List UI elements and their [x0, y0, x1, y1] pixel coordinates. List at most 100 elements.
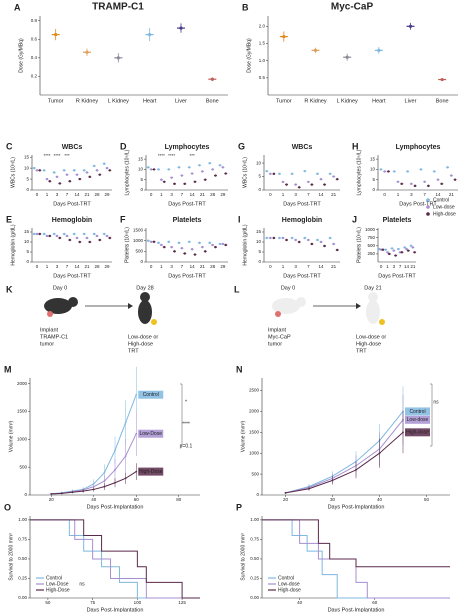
- point: [173, 182, 176, 186]
- survival-curve: [30, 519, 200, 599]
- point: [294, 183, 297, 186]
- y-tick-label: 0.6: [31, 36, 38, 41]
- point: [58, 236, 61, 240]
- point: [45, 234, 49, 238]
- point: [124, 421, 127, 424]
- point: [221, 242, 225, 246]
- point: [269, 172, 272, 176]
- point: [75, 236, 79, 240]
- mouse-head: [68, 297, 78, 307]
- panel-label: B: [242, 2, 249, 12]
- x-tick-label: 28: [210, 264, 216, 269]
- point: [423, 180, 426, 183]
- point: [409, 244, 413, 248]
- y-tick-label: 10: [370, 167, 376, 172]
- y-tick-label: 0: [26, 187, 29, 192]
- y-tick-label: 15: [24, 154, 30, 159]
- x-tick-label: Tumor: [276, 98, 292, 104]
- x-axis-label: Days Post-TRT: [168, 201, 206, 207]
- point: [33, 166, 36, 170]
- x-tick-label: 14: [318, 264, 324, 269]
- y-tick-label: 2.0: [259, 23, 266, 28]
- x-axis-label: Days Post-TRT: [53, 201, 91, 207]
- y-axis-label: Lymphocytes (10⁹/L): [356, 149, 362, 195]
- x-tick-label: 29: [220, 192, 226, 197]
- y-tick-label: 1.00: [250, 517, 259, 522]
- point: [410, 182, 413, 186]
- point: [384, 248, 387, 251]
- y-tick-label: 0.4: [31, 55, 38, 60]
- point: [310, 242, 314, 246]
- panel-label: P: [236, 502, 242, 512]
- y-tick-label: 250: [367, 251, 375, 256]
- y-tick-label: 5: [372, 177, 375, 182]
- point: [65, 173, 69, 176]
- x-tick-label: 14: [435, 192, 441, 197]
- point: [272, 236, 276, 240]
- point: [85, 171, 89, 174]
- point: [103, 471, 106, 474]
- point: [62, 169, 66, 172]
- point: [88, 240, 92, 244]
- point: [108, 169, 112, 172]
- x-tick-label: 14: [74, 192, 80, 197]
- x-tick-label: 14: [190, 192, 196, 197]
- x-tick-label: 21: [200, 264, 206, 269]
- point: [73, 232, 76, 236]
- annotation: ***: [189, 153, 195, 158]
- y-axis-label: Survival to 2000 mm³: [8, 533, 14, 581]
- y-tick-label: 1000: [249, 450, 260, 455]
- x-axis-label: Days Post-TRT: [283, 273, 321, 279]
- series-label-box: [138, 467, 164, 476]
- y-tick-label: 0: [24, 492, 27, 497]
- point: [103, 232, 106, 236]
- point: [336, 248, 339, 252]
- point: [108, 236, 112, 240]
- x-tick-label: 28: [94, 192, 100, 197]
- legend-label: Control: [278, 575, 294, 581]
- y-tick-label: 10: [256, 239, 262, 244]
- point: [290, 236, 294, 240]
- panel-title: WBCs: [292, 144, 313, 151]
- point: [440, 77, 444, 82]
- point: [149, 168, 153, 171]
- point: [149, 240, 153, 244]
- point: [319, 240, 323, 244]
- panel-label: C: [6, 141, 13, 151]
- x-tick-label: 0: [150, 264, 153, 269]
- y-tick-label: 15: [370, 156, 376, 161]
- point: [224, 172, 227, 175]
- x-tick-label: Heart: [143, 98, 157, 104]
- point: [73, 169, 76, 172]
- point: [281, 180, 285, 184]
- point: [313, 48, 318, 52]
- point: [163, 180, 166, 183]
- x-tick-label: 29: [220, 264, 226, 269]
- point: [308, 487, 310, 490]
- y-tick-label: 750: [367, 235, 375, 240]
- point: [43, 232, 46, 236]
- point: [310, 183, 314, 186]
- point: [433, 170, 436, 173]
- x-tick-label: 1: [46, 264, 49, 269]
- x-axis-label: Days Post-TRT: [399, 201, 437, 207]
- point: [198, 241, 201, 245]
- point: [198, 164, 201, 167]
- panel-title: Hemoglobin: [282, 217, 322, 224]
- x-axis-label: Days Post-TRT: [53, 273, 91, 279]
- point: [78, 177, 82, 181]
- point: [55, 175, 59, 179]
- x-tick-label: 7: [66, 264, 69, 269]
- tumor: [47, 311, 53, 317]
- y-tick-label: 2000: [17, 381, 28, 386]
- y-axis-label: Platelets (10⁹/L): [356, 227, 362, 263]
- column-title: TRAMP-C1: [92, 2, 144, 13]
- x-axis-label: Days Post-TRT: [168, 273, 206, 279]
- y-tick-label: 0: [140, 259, 143, 264]
- x-tick-label: 21: [84, 192, 90, 197]
- series-label: Low-Dose: [139, 431, 162, 437]
- point: [453, 178, 457, 181]
- mouse-head: [296, 297, 306, 307]
- x-tick-label: 1: [160, 264, 163, 269]
